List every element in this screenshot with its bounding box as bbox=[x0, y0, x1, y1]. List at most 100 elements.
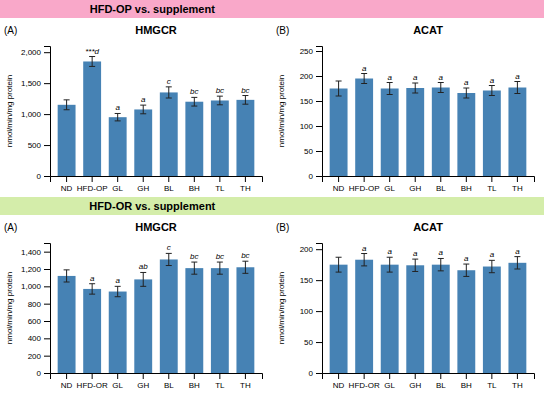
error-bar-cap bbox=[191, 274, 197, 275]
error-bar-cap bbox=[336, 96, 342, 97]
y-axis-title: nmol/min/mg protein bbox=[5, 75, 14, 147]
error-bar-cap bbox=[387, 257, 393, 258]
y-tick-label: 500 bbox=[28, 141, 42, 150]
bar bbox=[211, 268, 229, 373]
error-bar-stem bbox=[66, 270, 67, 282]
x-tick-mark bbox=[143, 373, 144, 379]
y-tick-mark bbox=[316, 126, 322, 127]
error-bar-cap bbox=[89, 283, 95, 284]
error-bar-cap bbox=[115, 286, 121, 287]
panel-label: (B) bbox=[276, 25, 289, 36]
bar-annotation: bc bbox=[216, 252, 224, 261]
x-tick-label: BL bbox=[164, 184, 174, 193]
error-bar bbox=[89, 284, 95, 294]
bar bbox=[457, 270, 475, 373]
error-bar bbox=[217, 262, 223, 274]
error-bar-cap bbox=[191, 106, 197, 107]
y-axis-title: nmol/min/mg protein bbox=[277, 272, 286, 344]
y-tick-mark bbox=[44, 373, 50, 374]
x-tick-label: HFD-OP bbox=[77, 184, 108, 193]
error-bar-stem bbox=[338, 257, 339, 272]
error-bar-stem bbox=[415, 83, 416, 93]
y-tick-mark bbox=[316, 280, 322, 281]
error-bar bbox=[336, 81, 342, 96]
error-bar-cap bbox=[64, 282, 70, 283]
y-tick: 0 bbox=[309, 369, 322, 378]
x-tick: HFD-OR bbox=[77, 373, 108, 390]
panel-label: (B) bbox=[276, 222, 289, 233]
bar bbox=[211, 100, 229, 176]
error-bar-stem bbox=[491, 260, 492, 272]
y-tick-label: 800 bbox=[28, 300, 42, 309]
x-tick-label: TH bbox=[240, 184, 251, 193]
y-tick-mark bbox=[44, 52, 50, 53]
bar-annotation: bc bbox=[216, 86, 224, 95]
error-bar-stem bbox=[194, 97, 195, 106]
axis-line bbox=[44, 47, 51, 177]
x-tick-mark bbox=[364, 176, 365, 182]
panel: 02004006008001,0001,2001,400NDHFD-ORGLGH… bbox=[4, 221, 263, 390]
error-bar bbox=[463, 264, 469, 276]
x-tick-label: ND bbox=[333, 381, 345, 390]
error-bar-cap bbox=[242, 104, 248, 105]
error-bar-cap bbox=[89, 56, 95, 57]
error-bar-cap bbox=[217, 262, 223, 263]
x-tick-mark bbox=[168, 373, 169, 379]
title: ACAT bbox=[413, 221, 443, 233]
x-tick-label: TL bbox=[215, 381, 225, 390]
bar-annotation: a bbox=[362, 64, 367, 73]
error-bar-cap bbox=[191, 262, 197, 263]
bar bbox=[58, 276, 76, 373]
x-axis: NDHFD-OPGLGHBLBHTLTH bbox=[51, 176, 263, 193]
y-tick: 200 bbox=[28, 352, 50, 361]
error-bar-cap bbox=[140, 272, 146, 273]
error-bar-cap bbox=[489, 85, 495, 86]
x-axis: NDHFD-ORGLGHBLBHTLTH bbox=[323, 373, 535, 390]
error-bar bbox=[489, 260, 495, 272]
x-tick-label: ND bbox=[61, 184, 73, 193]
error-bar bbox=[463, 88, 469, 98]
y-tick-mark bbox=[316, 151, 322, 152]
error-bar-stem bbox=[517, 257, 518, 269]
bar-annotation: a bbox=[464, 78, 469, 87]
bar-annotation: a bbox=[464, 254, 469, 263]
x-tick: BH bbox=[461, 176, 472, 193]
x-tick-mark bbox=[517, 373, 518, 379]
error-bar-stem bbox=[66, 100, 67, 110]
x-tick: ND bbox=[61, 176, 73, 193]
panel-label: (A) bbox=[4, 25, 17, 36]
error-bar-stem bbox=[92, 57, 93, 67]
x-tick-mark bbox=[92, 373, 93, 379]
x-tick: GH bbox=[137, 373, 149, 390]
error-bar-stem bbox=[117, 113, 118, 120]
error-bar bbox=[166, 87, 172, 98]
x-tick: GH bbox=[137, 176, 149, 193]
error-bar-cap bbox=[489, 260, 495, 261]
bar bbox=[483, 91, 501, 177]
axis-line bbox=[323, 374, 535, 380]
x-tick-mark bbox=[517, 176, 518, 182]
x-tick: ND bbox=[333, 176, 345, 193]
x-tick-label: GL bbox=[384, 184, 395, 193]
x-tick-label: BH bbox=[461, 184, 472, 193]
bar bbox=[58, 105, 76, 176]
error-bar-cap bbox=[361, 83, 367, 84]
x-tick-label: BL bbox=[164, 381, 174, 390]
error-bar-cap bbox=[64, 99, 70, 100]
y-tick-label: 200 bbox=[300, 245, 314, 254]
x-tick-mark bbox=[491, 176, 492, 182]
error-bar bbox=[64, 100, 70, 110]
x-tick-label: TL bbox=[487, 381, 497, 390]
bar-annotation: a bbox=[515, 247, 520, 256]
y-tick-label: 0 bbox=[309, 172, 314, 181]
y-tick: 50 bbox=[304, 147, 322, 156]
x-tick-label: HFD-OP bbox=[349, 184, 380, 193]
error-bar-cap bbox=[166, 253, 172, 254]
x-tick: GH bbox=[409, 176, 421, 193]
y-tick-mark bbox=[44, 145, 50, 146]
x-tick: ND bbox=[333, 373, 345, 390]
x-tick: TL bbox=[215, 373, 225, 390]
x-tick: BL bbox=[436, 373, 446, 390]
y-tick: 100 bbox=[300, 122, 322, 131]
error-bar-stem bbox=[168, 87, 169, 98]
